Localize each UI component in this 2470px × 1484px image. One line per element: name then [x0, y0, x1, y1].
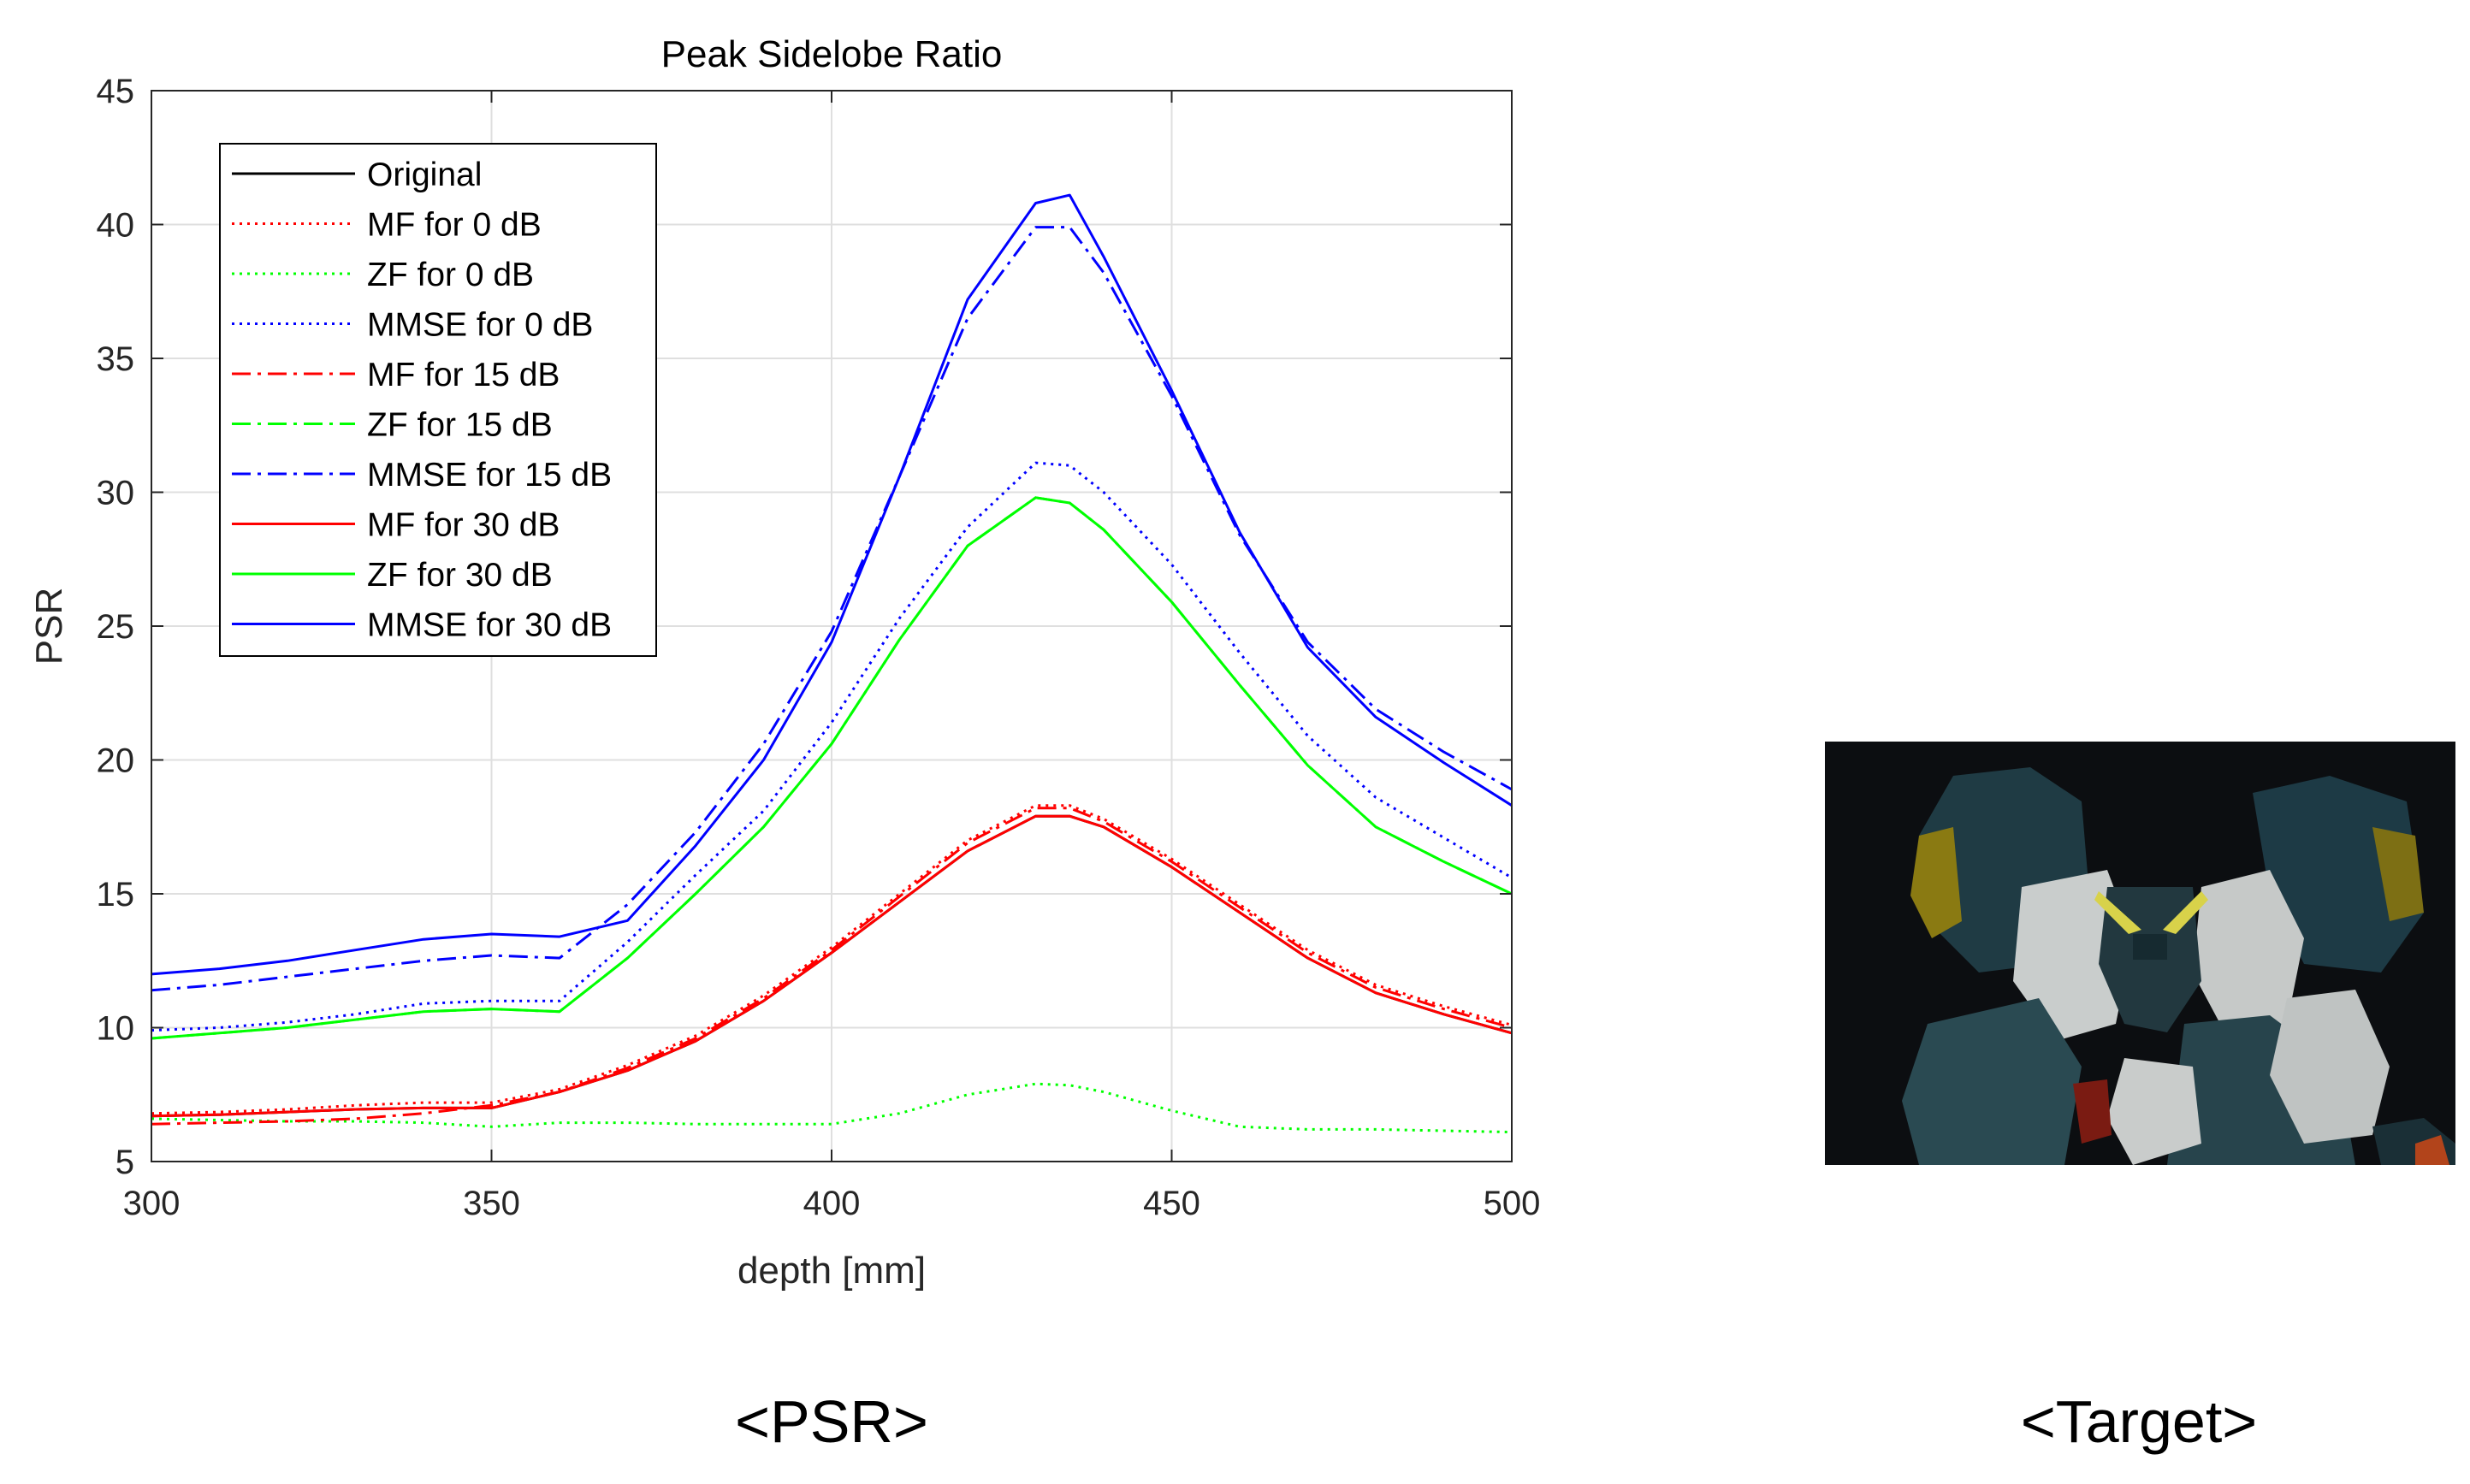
y-tick-label: 35	[97, 340, 135, 378]
legend-label: Original	[367, 157, 482, 193]
series-line-zf-for-30-db	[151, 496, 1513, 1040]
target-photo	[1825, 742, 2455, 1165]
series-line-mf-for-30-db	[151, 814, 1513, 1118]
series-line-mmse-for-30-db	[151, 193, 1513, 976]
legend-label: MF for 30 dB	[367, 507, 560, 544]
legend-label: ZF for 0 dB	[367, 257, 534, 293]
legend-label: ZF for 15 dB	[367, 407, 553, 444]
caption-target: <Target>	[2020, 1388, 2258, 1455]
legend-label: ZF for 30 dB	[367, 557, 553, 594]
caption-psr: <PSR>	[735, 1388, 928, 1455]
series-line-mmse-for-0-db	[151, 461, 1513, 1032]
target-photo-illustration	[1825, 742, 2455, 1165]
y-tick-label: 25	[97, 608, 135, 646]
x-tick-label: 450	[1143, 1185, 1200, 1222]
x-tick-label: 300	[123, 1185, 181, 1222]
y-tick-label: 30	[97, 475, 135, 512]
y-tick-label: 45	[97, 73, 135, 110]
legend-label: MMSE for 30 dB	[367, 607, 612, 644]
legend-label: MMSE for 0 dB	[367, 307, 593, 344]
y-tick-label: 20	[97, 742, 135, 780]
series-line-mf-for-0-db	[151, 804, 1513, 1115]
x-tick-label: 500	[1484, 1185, 1541, 1222]
x-axis-title: depth [mm]	[737, 1250, 926, 1292]
series-lines	[151, 193, 1513, 1134]
y-tick-label: 10	[97, 1010, 135, 1048]
legend-label: MF for 0 dB	[367, 207, 542, 244]
chart-title: Peak Sidelobe Ratio	[661, 33, 1003, 75]
legend: Original MF for 0 dB ZF for 0 dB MMSE for 0…	[219, 143, 657, 657]
y-tick-label: 40	[97, 207, 135, 245]
y-tick-label: 5	[116, 1144, 134, 1181]
legend-label: MF for 15 dB	[367, 357, 560, 393]
legend-label: MMSE for 15 dB	[367, 457, 612, 494]
series-line-mf-for-15-db	[151, 807, 1513, 1126]
axis-ticks: 300 350 400 450 500 5 10 15 20 25 30 35 40 45	[97, 73, 1541, 1222]
y-tick-label: 15	[97, 876, 135, 913]
x-tick-label: 350	[463, 1185, 520, 1222]
legend-box	[219, 143, 657, 657]
y-axis-title: PSR	[28, 588, 70, 665]
x-tick-label: 400	[803, 1185, 861, 1222]
